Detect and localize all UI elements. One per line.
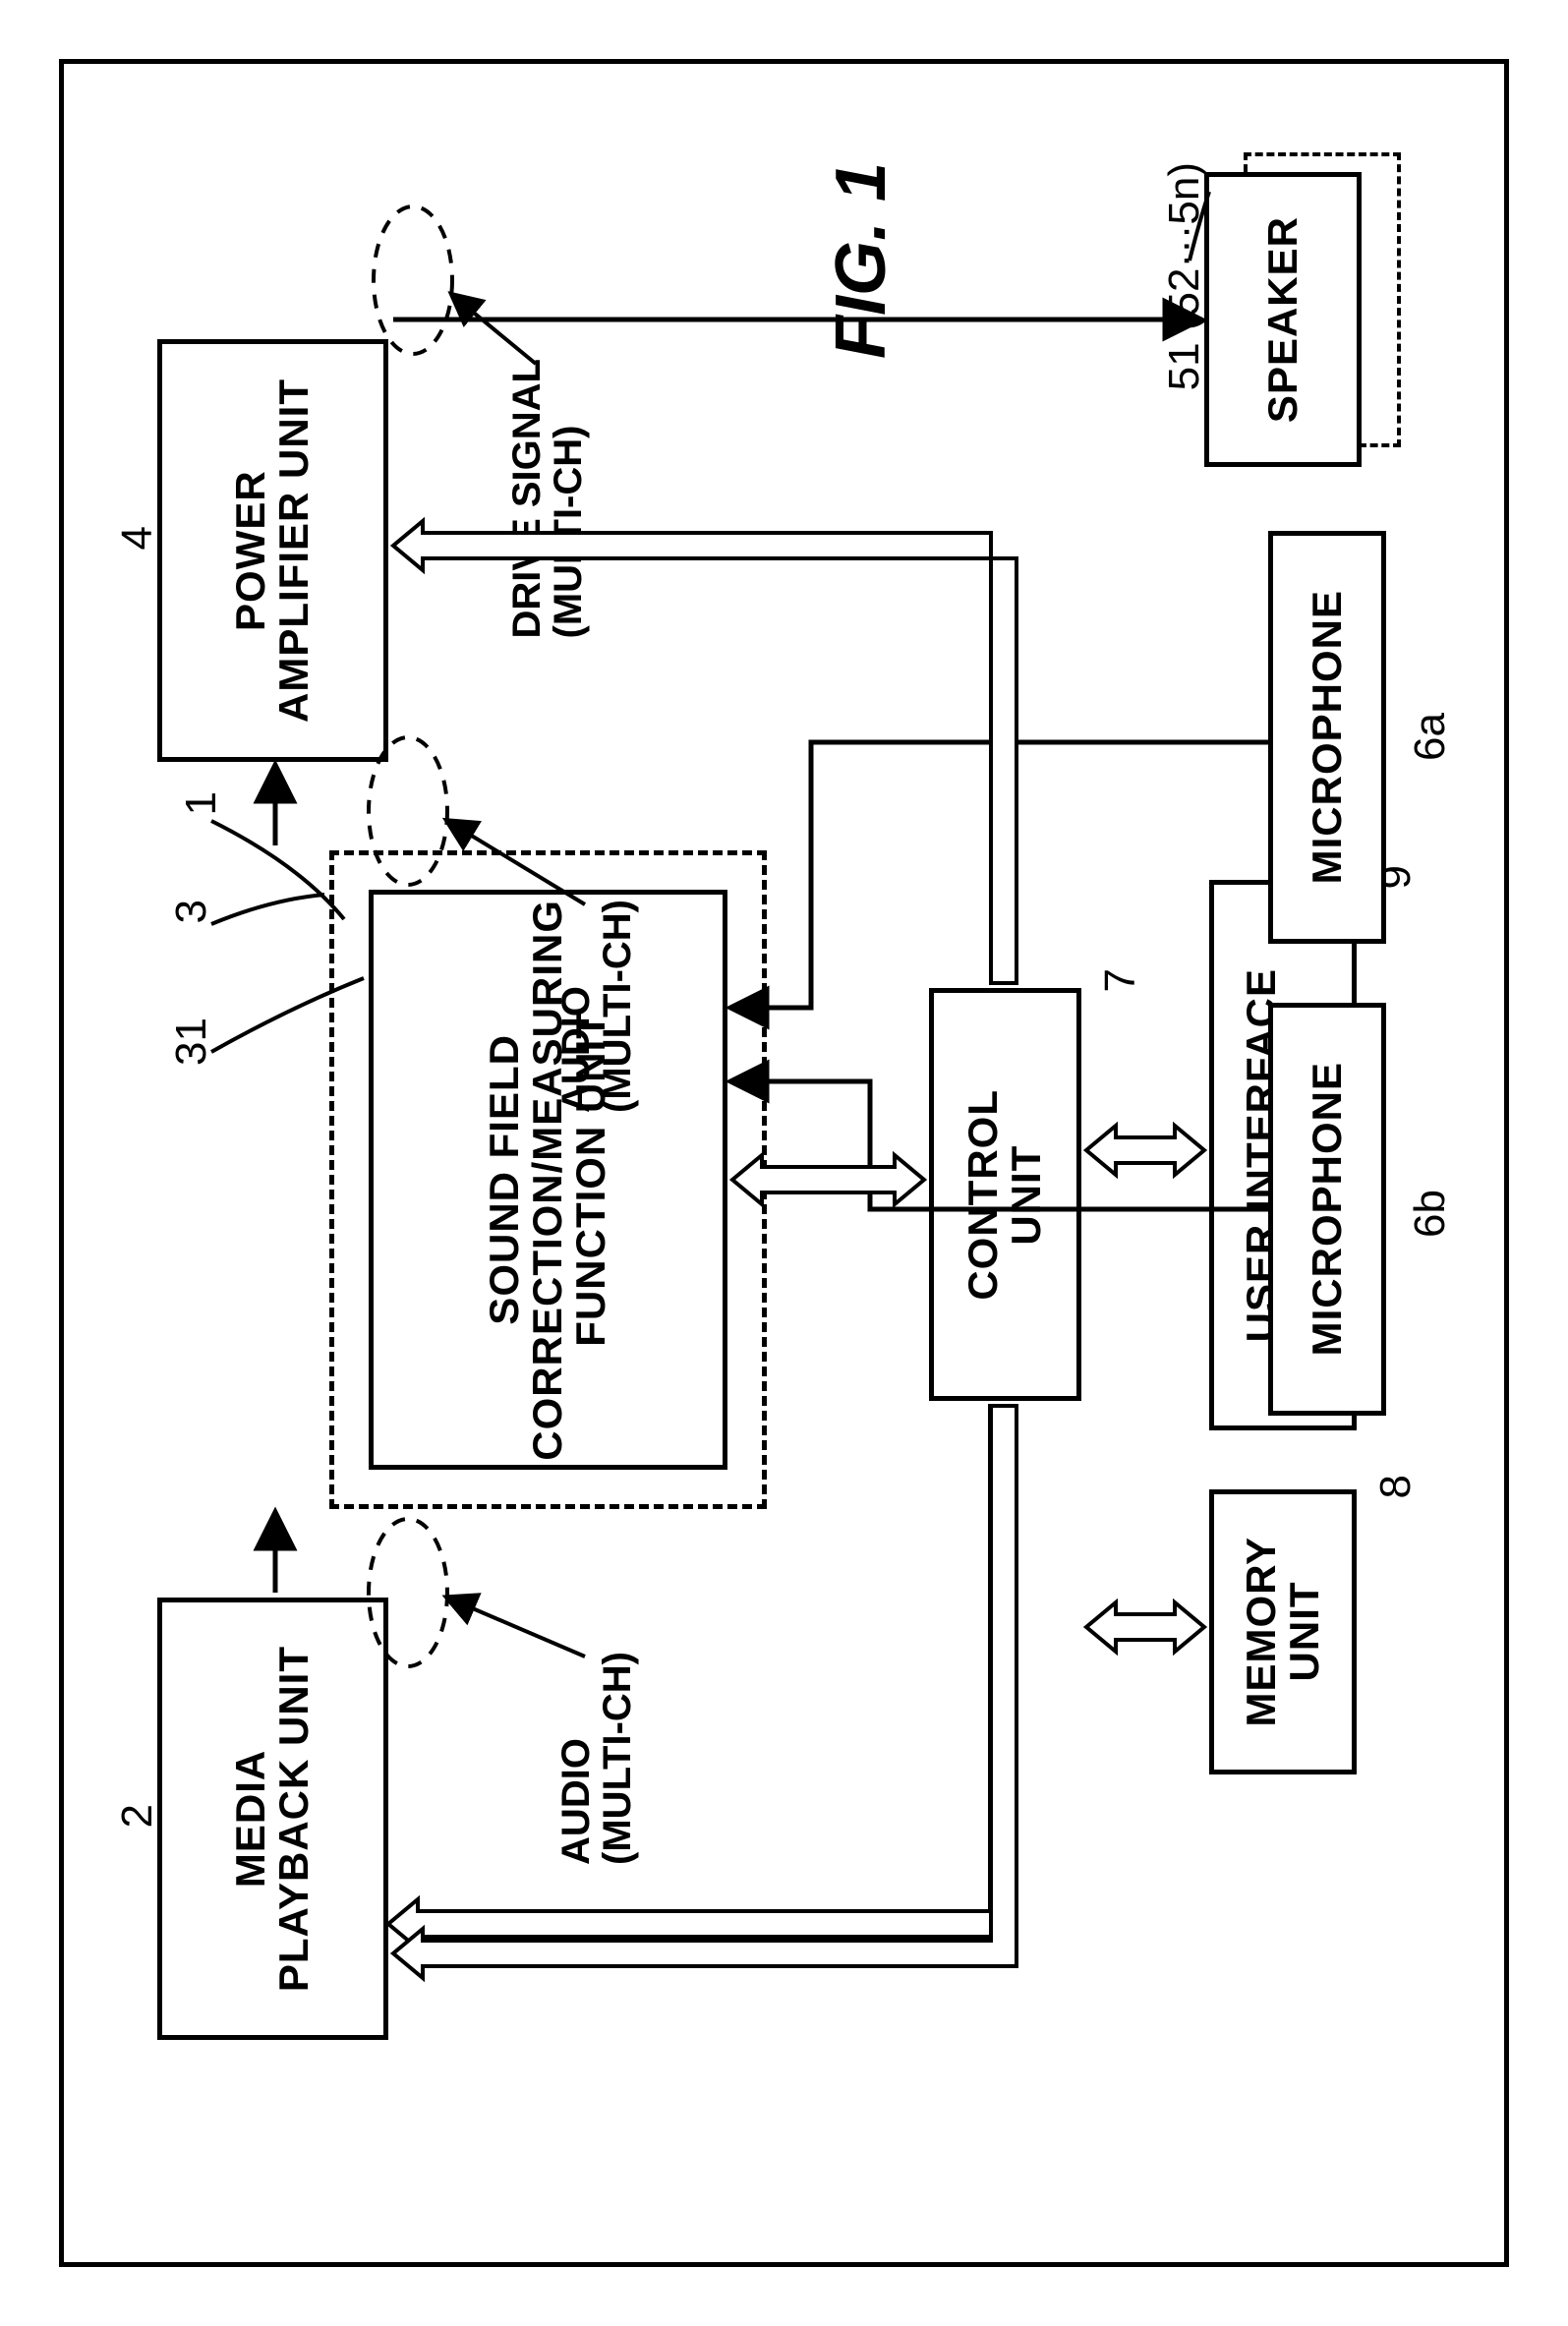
media-label: MEDIAPLAYBACK UNIT — [229, 1646, 316, 1992]
leader-audio1 — [447, 1598, 585, 1657]
ref-media: 2 — [113, 1804, 162, 1828]
power-amp-block: POWERAMPLIFIER UNIT — [157, 339, 388, 762]
media-block: MEDIAPLAYBACK UNIT — [157, 1598, 388, 2040]
ref-one: 1 — [177, 791, 226, 815]
figure-title: FIG. 1 — [821, 162, 901, 359]
function-unit-block: SOUND FIELDCORRECTION/MEASURINGFUNCTION … — [369, 890, 727, 1470]
power-amp-label: POWERAMPLIFIER UNIT — [229, 378, 316, 723]
ref-memory: 8 — [1371, 1475, 1421, 1498]
leader-drive — [452, 295, 536, 364]
mic-a-label: MICROPHONE — [1306, 590, 1349, 884]
ref-control: 7 — [1096, 968, 1145, 992]
control-block: CONTROLUNIT — [929, 988, 1081, 1401]
speaker-block: SPEAKER — [1204, 172, 1362, 467]
speaker-label: SPEAKER — [1261, 216, 1305, 423]
ref-sfm: 31 — [167, 1018, 216, 1066]
bundle-ellipse-3 — [374, 206, 452, 354]
note-audio2: AUDIO(MULTI-CH) — [555, 900, 638, 1113]
note-audio1: AUDIO(MULTI-CH) — [555, 1652, 638, 1865]
leader-ref3 — [211, 895, 324, 924]
mic-b-label: MICROPHONE — [1306, 1062, 1349, 1356]
control-label: CONTROLUNIT — [961, 1089, 1048, 1301]
leader-ref1 — [211, 821, 344, 919]
memory-block: MEMORYUNIT — [1209, 1489, 1357, 1774]
ref-speaker: 51 (52···5n) — [1160, 162, 1209, 390]
ref-mic-a: 6a — [1406, 713, 1455, 761]
memory-label: MEMORYUNIT — [1240, 1537, 1326, 1726]
ref-mic-b: 6b — [1406, 1190, 1455, 1238]
mic-a-block: MICROPHONE — [1268, 531, 1386, 944]
arrow-mica-sfm — [732, 742, 1268, 1008]
ref-power: 4 — [113, 526, 162, 550]
harrow-control-ui — [1086, 1126, 1204, 1175]
ref-sfm-box: 3 — [167, 900, 216, 923]
mic-b-block: MICROPHONE — [1268, 1003, 1386, 1416]
note-drive: DRIVE SIGNAL(MULTI-CH) — [506, 359, 589, 638]
harrow-control-memory — [1086, 1602, 1204, 1652]
figure-frame: FIG. 1 SPEAKER 51 (52···5n) POWERAMPLIFI… — [59, 59, 1509, 2267]
